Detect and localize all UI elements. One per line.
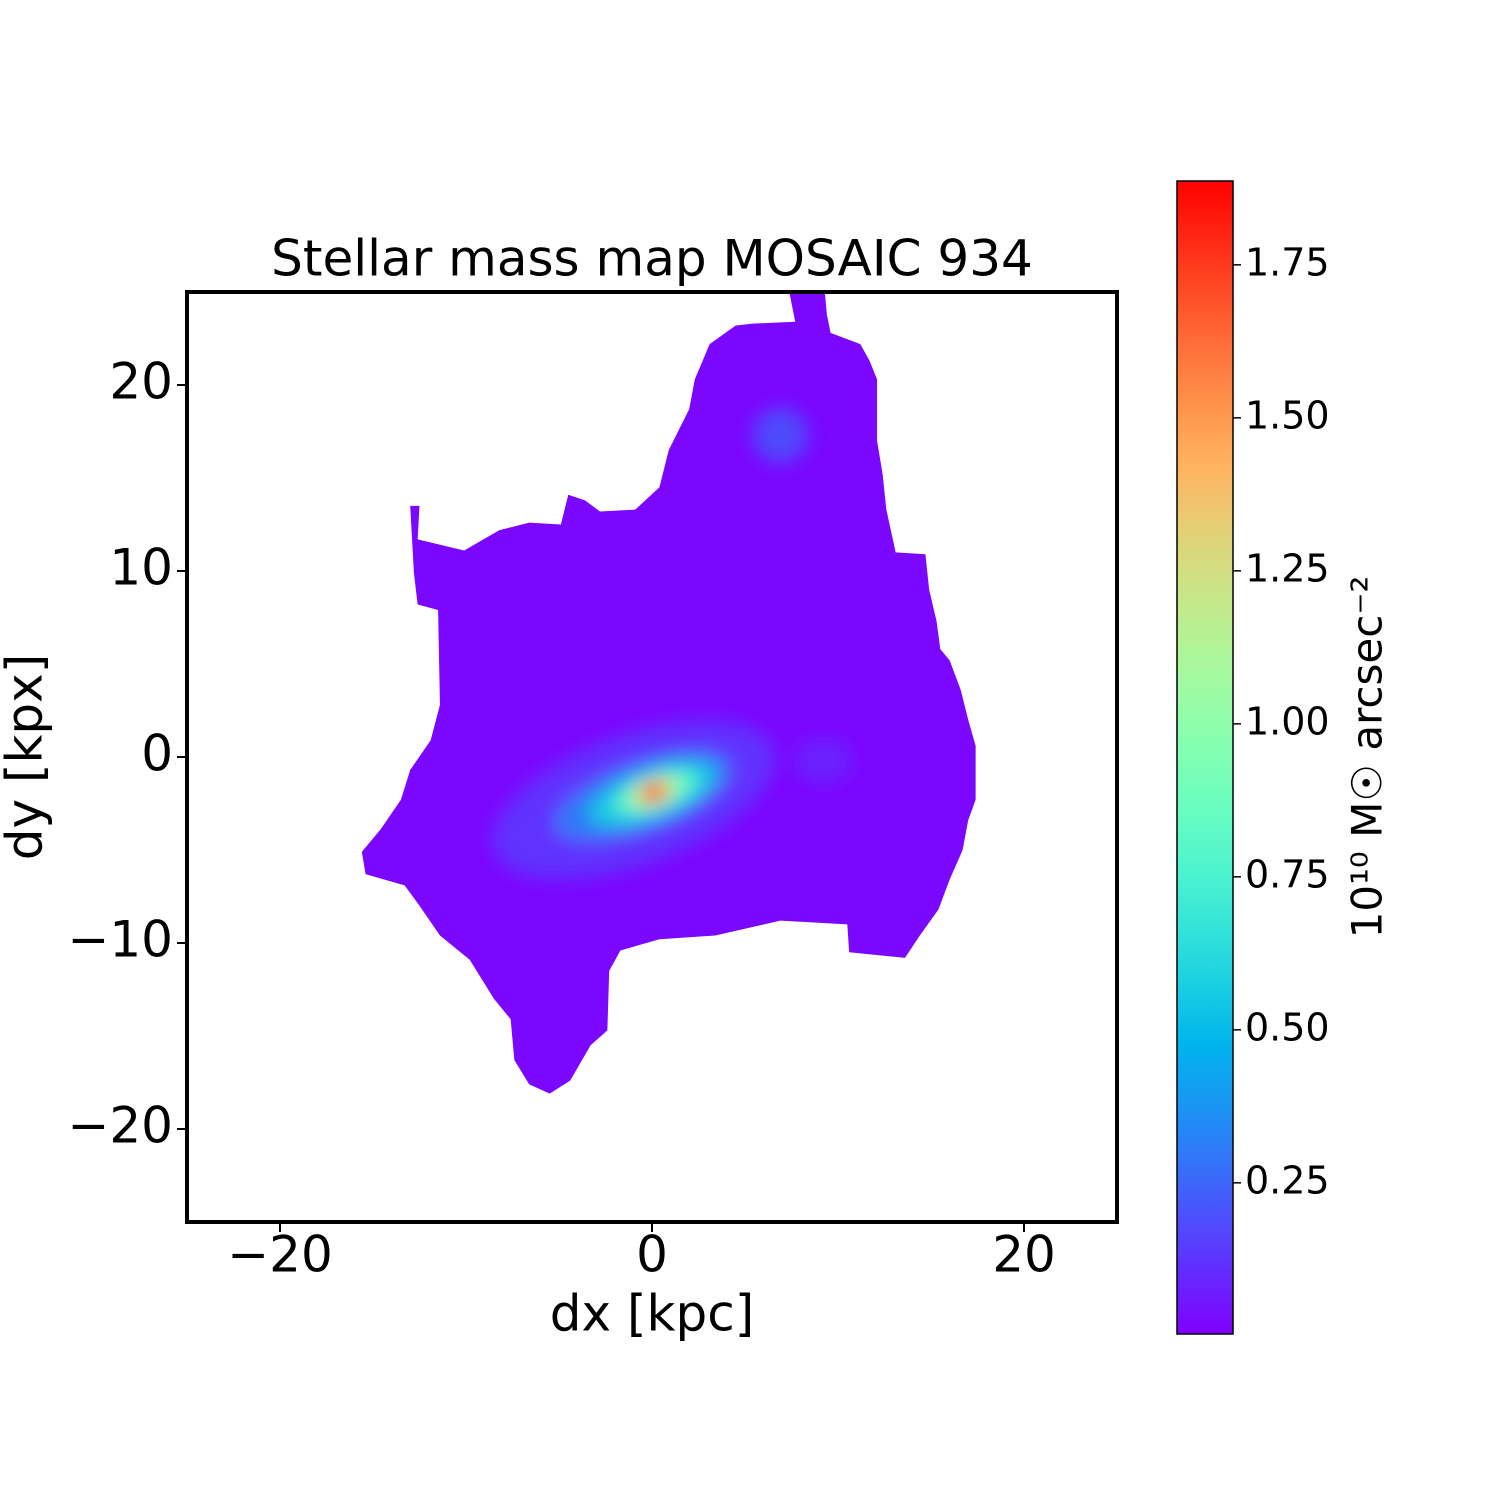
x-axis-label: dx [kpc]	[550, 1285, 754, 1343]
x-tick-label: −20	[227, 1226, 333, 1284]
density-blob	[642, 783, 665, 802]
colorbar-tick-label: 0.75	[1245, 852, 1330, 896]
colorbar-tick-label: 1.50	[1245, 393, 1330, 437]
chart-title: Stellar mass map MOSAIC 934	[271, 230, 1033, 288]
galaxy-body	[361, 293, 976, 1094]
density-blur	[491, 407, 852, 880]
colorbar-label: 10¹⁰ M☉ arcsec⁻²	[1343, 576, 1392, 939]
density-layer	[491, 407, 852, 880]
y-tick-label: 0	[141, 725, 173, 783]
colorbar	[1176, 180, 1234, 1335]
x-tick-label: 0	[636, 1226, 668, 1284]
colorbar-tick-label: 1.00	[1245, 699, 1330, 743]
y-tick-label: 10	[109, 539, 173, 597]
map-layer	[361, 293, 976, 1094]
x-tick-label: 20	[992, 1226, 1056, 1284]
colorbar-tick-label: 0.50	[1245, 1005, 1330, 1049]
colorbar-tick-label: 1.75	[1245, 240, 1330, 284]
y-tick-label: 20	[109, 353, 173, 411]
y-tick-label: −20	[67, 1097, 173, 1155]
density-blob	[752, 407, 809, 464]
y-tick-label: −10	[67, 911, 173, 969]
colorbar-tick-label: 0.25	[1245, 1158, 1330, 1202]
y-axis-label: dy [kpx]	[0, 654, 54, 861]
density-blob	[795, 738, 852, 784]
colorbar-tick-label: 1.25	[1245, 546, 1330, 590]
